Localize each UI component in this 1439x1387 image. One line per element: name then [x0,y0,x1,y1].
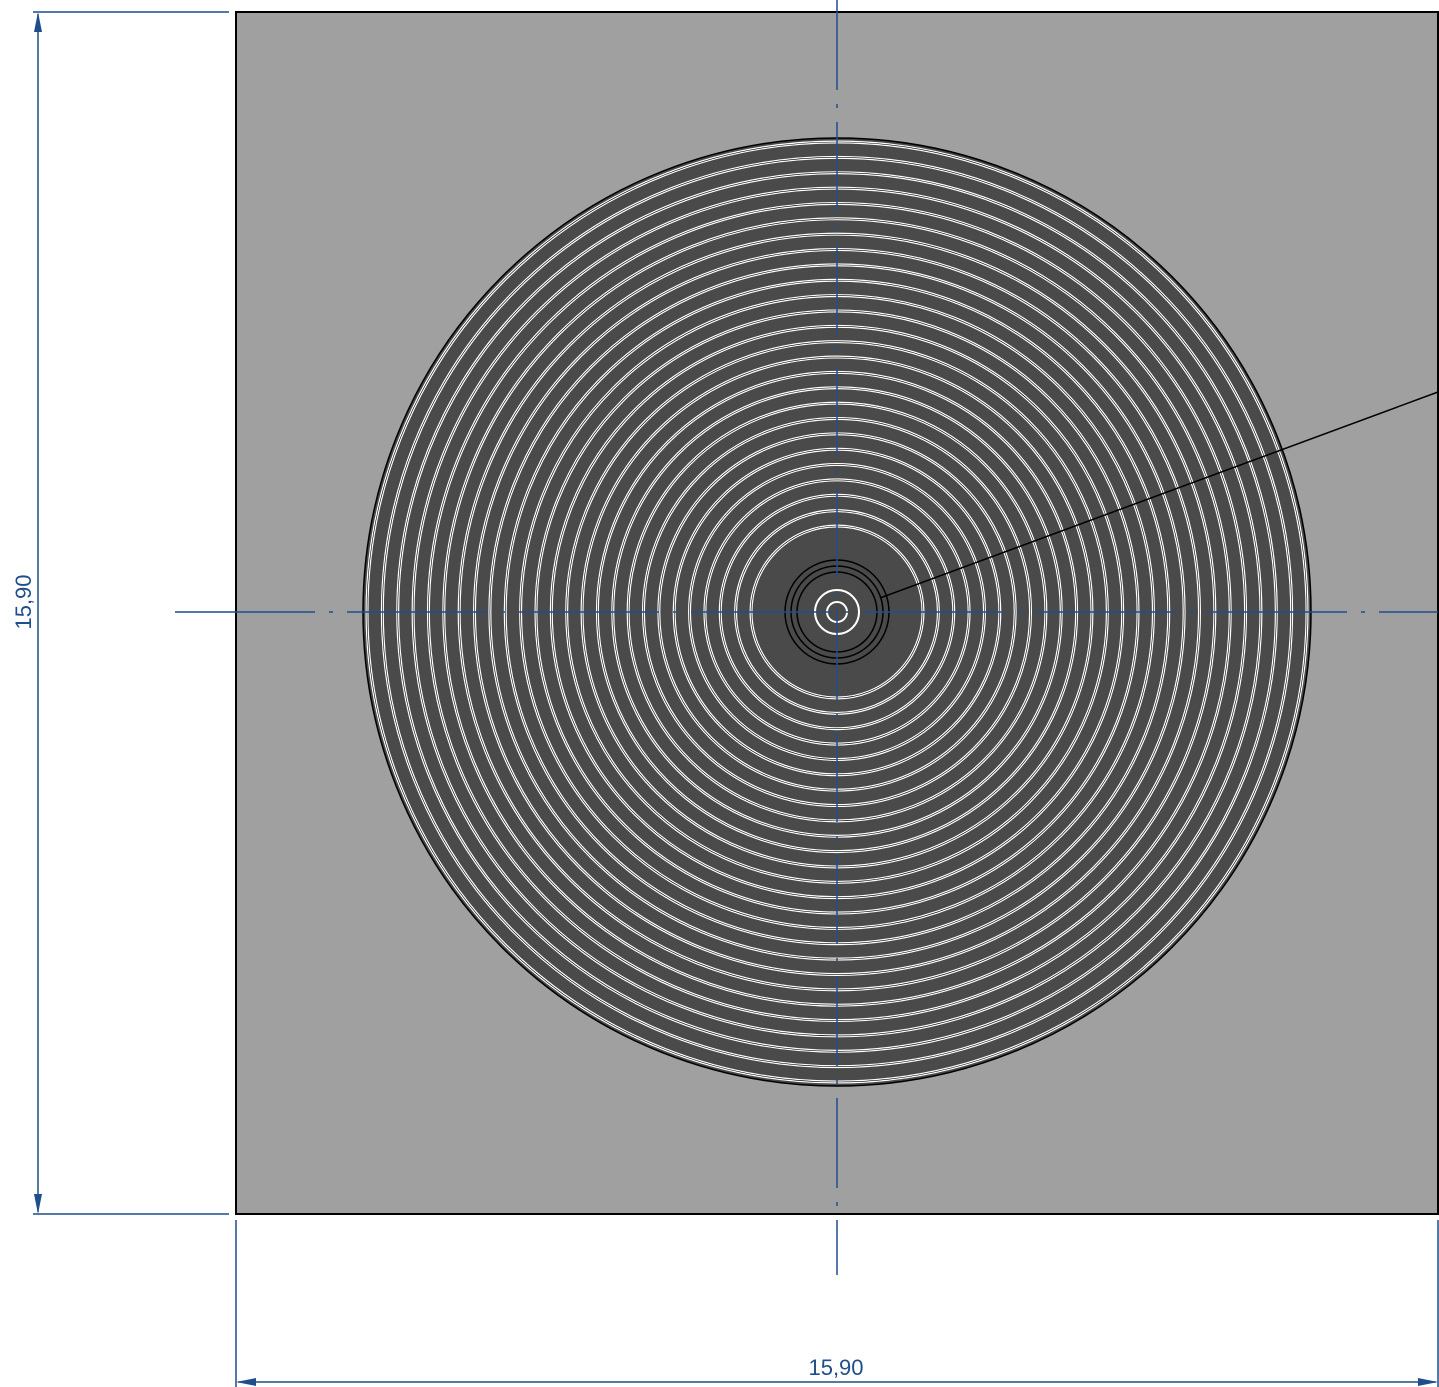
lead-wire [879,391,1439,599]
width-arrow-right [1418,1378,1438,1386]
centerlines [175,0,1438,1275]
height-label: 15,90 [11,574,36,629]
width-dimension [235,1220,1439,1387]
height-arrow-bottom [34,1194,42,1214]
height-dimension [33,11,229,1215]
height-arrow-top [34,12,42,32]
width-label: 15,90 [808,1355,863,1380]
width-arrow-left [236,1378,256,1386]
